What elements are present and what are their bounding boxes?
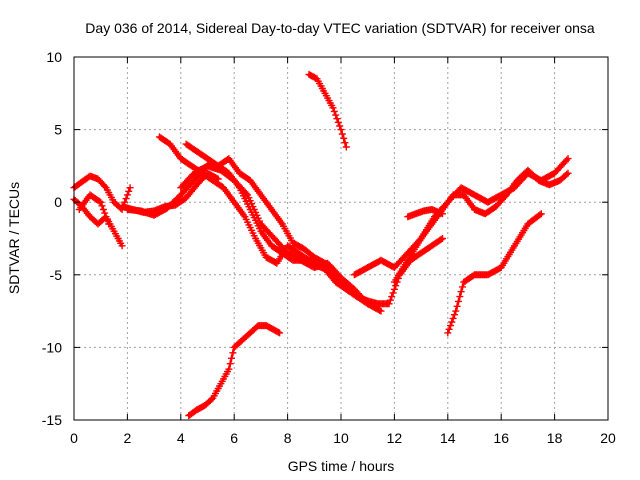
- data-point: [563, 170, 571, 178]
- data-point: [388, 293, 396, 301]
- data-point: [122, 195, 130, 203]
- data-point: [338, 130, 346, 138]
- data-point: [457, 288, 465, 296]
- y-axis-label: SDTVAR / TECUs: [6, 182, 22, 294]
- data-point: [97, 198, 105, 206]
- data-point: [452, 307, 460, 315]
- series-arc-14: [404, 206, 446, 221]
- series-line: [307, 73, 348, 149]
- data-point: [98, 202, 106, 210]
- data-point: [564, 155, 572, 163]
- data-point: [242, 190, 250, 197]
- data-point: [336, 122, 344, 130]
- data-point: [105, 220, 113, 228]
- data-point: [377, 307, 385, 315]
- data-point: [537, 210, 545, 218]
- y-tick-label: 10: [46, 49, 62, 65]
- data-point: [101, 182, 109, 190]
- y-tick-label: -15: [42, 412, 62, 428]
- data-point: [459, 283, 466, 291]
- x-tick-label: 4: [177, 430, 185, 446]
- data-point: [341, 139, 349, 147]
- data-point: [439, 210, 446, 218]
- series-arc-3: [75, 191, 113, 228]
- data-point: [334, 118, 342, 126]
- series-arc-9: [204, 155, 446, 308]
- data-point: [95, 197, 103, 205]
- data-point: [563, 156, 571, 164]
- data-point: [101, 209, 109, 217]
- data-point: [386, 296, 394, 304]
- y-tick-label: -5: [50, 267, 63, 283]
- data-point: [123, 191, 131, 199]
- data-point: [536, 211, 544, 219]
- x-tick-label: 18: [547, 430, 563, 446]
- data-point: [225, 365, 233, 373]
- data-point: [453, 302, 461, 310]
- series-arc-15: [444, 210, 545, 337]
- data-point: [229, 349, 237, 357]
- data-point: [332, 111, 340, 119]
- data-point: [276, 329, 284, 337]
- data-point: [439, 235, 446, 242]
- data-point: [103, 216, 111, 224]
- data-point: [118, 242, 126, 250]
- data-point: [208, 395, 215, 403]
- data-point: [455, 297, 462, 305]
- chart-title: Day 036 of 2014, Sidereal Day-to-day VTE…: [85, 20, 595, 36]
- data-point: [126, 184, 134, 192]
- data-point: [451, 311, 458, 319]
- data-point: [226, 360, 234, 368]
- x-tick-label: 12: [387, 430, 403, 446]
- data-point: [342, 143, 350, 151]
- axis-ticks: 0 2 4 6 8 10 12 14 16 18 20 -15 -10 -5 0 5 10: [42, 49, 616, 446]
- data-point: [125, 187, 133, 195]
- x-tick-label: 2: [124, 430, 132, 446]
- data-point: [333, 115, 341, 123]
- x-tick-label: 16: [493, 430, 509, 446]
- y-tick-label: 5: [54, 122, 62, 138]
- data-point: [456, 293, 464, 301]
- x-tick-label: 14: [440, 430, 456, 446]
- data-point: [389, 289, 397, 297]
- data-point: [447, 322, 454, 330]
- data-point: [449, 314, 457, 322]
- grid: [74, 57, 608, 420]
- data-point: [330, 107, 338, 115]
- x-tick-label: 10: [333, 430, 349, 446]
- x-tick-label: 8: [284, 430, 292, 446]
- series-layer: [70, 70, 572, 420]
- y-tick-label: -10: [42, 339, 62, 355]
- data-point: [228, 354, 235, 362]
- data-point: [102, 213, 110, 221]
- series-arc-10: [185, 322, 284, 420]
- data-point: [445, 325, 453, 333]
- series-line: [206, 157, 444, 305]
- data-point: [444, 329, 452, 337]
- data-point: [448, 318, 456, 326]
- y-tick-label: 0: [54, 194, 62, 210]
- data-point: [340, 134, 348, 142]
- data-point: [337, 126, 345, 134]
- x-tick-label: 0: [70, 430, 78, 446]
- data-point: [385, 300, 393, 308]
- x-tick-label: 6: [230, 430, 238, 446]
- series-arc-11: [305, 70, 350, 151]
- data-point: [329, 104, 337, 112]
- data-point: [564, 169, 572, 177]
- series-line: [393, 169, 570, 284]
- data-point: [99, 206, 107, 213]
- data-point: [390, 285, 398, 293]
- x-tick-label: 20: [600, 430, 616, 446]
- x-axis-label: GPS time / hours: [288, 458, 395, 474]
- series-arc-13: [390, 166, 572, 286]
- data-point: [437, 235, 445, 243]
